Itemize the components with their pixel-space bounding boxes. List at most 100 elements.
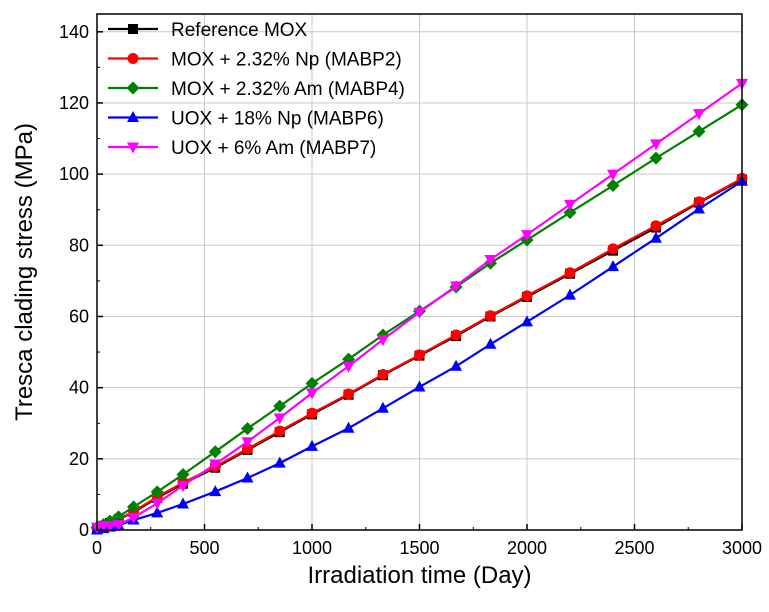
data-point: [151, 498, 164, 510]
y-tick-label: 140: [59, 22, 89, 42]
data-point: [306, 388, 318, 400]
data-point: [343, 388, 355, 400]
data-point: [209, 485, 222, 497]
data-point: [564, 199, 576, 211]
legend-label: MOX + 2.32% Am (MABP4): [171, 79, 405, 100]
data-point: [127, 513, 140, 525]
data-point: [176, 467, 190, 481]
data-point: [607, 169, 619, 181]
data-point: [413, 380, 426, 392]
x-tick-label: 1500: [399, 538, 439, 558]
legend-label: UOX + 18% Np (MABP6): [171, 109, 384, 130]
data-point: [306, 439, 318, 451]
data-point: [563, 206, 577, 220]
series-layer: [90, 78, 749, 535]
x-tick-label: 500: [189, 538, 219, 558]
data-point: [209, 459, 222, 471]
legend-marker: [128, 24, 138, 34]
y-tick-label: 40: [69, 378, 89, 398]
data-point: [177, 481, 189, 493]
legend-marker: [127, 53, 139, 64]
data-point: [607, 260, 619, 272]
axis-ticks: [96, 31, 743, 531]
data-point: [177, 497, 189, 509]
x-tick-label: 2000: [507, 538, 547, 558]
data-point: [521, 315, 533, 327]
y-tick-label: 20: [69, 449, 89, 469]
x-tick-label: 3000: [722, 538, 762, 558]
y-tick-label: 0: [79, 520, 89, 540]
data-point: [342, 421, 355, 433]
data-point: [650, 139, 662, 151]
data-point: [150, 485, 164, 499]
data-point: [650, 220, 662, 232]
data-point: [414, 349, 425, 361]
data-point: [241, 471, 254, 483]
data-point: [241, 437, 254, 449]
data-point: [693, 202, 705, 214]
data-point: [103, 521, 116, 533]
legend-marker: [126, 81, 140, 95]
data-point: [450, 359, 463, 371]
data-point: [241, 422, 254, 436]
legend-marker: [127, 142, 139, 154]
x-tick-label: 1000: [292, 538, 332, 558]
data-point: [649, 151, 663, 165]
x-tick-label: 0: [92, 538, 102, 558]
data-point: [450, 281, 463, 293]
legend-item: UOX + 6% Am (MABP7): [108, 138, 376, 159]
data-point: [693, 196, 705, 208]
data-point: [521, 230, 533, 242]
series-4: [91, 78, 748, 534]
data-point: [484, 310, 496, 322]
data-point: [274, 425, 286, 437]
grid: [97, 14, 742, 530]
data-point: [413, 307, 426, 319]
data-point: [376, 401, 389, 413]
data-point: [273, 413, 286, 425]
data-point: [693, 109, 705, 121]
x-axis-title: Irradiation time (Day): [307, 562, 531, 589]
data-point: [377, 368, 389, 380]
y-tick-label: 100: [59, 164, 89, 184]
data-point: [607, 243, 619, 255]
data-point: [273, 399, 287, 413]
y-tick-label: 120: [59, 93, 89, 113]
data-point: [208, 445, 222, 459]
legend-item: MOX + 2.32% Np (MABP2): [108, 50, 402, 71]
data-point: [127, 500, 141, 514]
data-point: [606, 179, 620, 193]
tick-labels: 0 500 1000 1500 2000 2500 3000 0 20 40 60 80 100 120 1…: [59, 22, 762, 558]
y-tick-label: 60: [69, 306, 89, 326]
legend-marker: [127, 111, 139, 122]
data-point: [692, 124, 706, 138]
legend-item: MOX + 2.32% Am (MABP4): [108, 79, 405, 100]
x-tick-label: 2500: [614, 538, 654, 558]
data-point: [521, 290, 533, 302]
data-point: [242, 443, 253, 455]
data-point: [273, 456, 286, 468]
data-point: [342, 361, 355, 373]
legend-label: MOX + 2.32% Np (MABP2): [171, 50, 402, 71]
legend-item: UOX + 18% Np (MABP6): [108, 109, 384, 130]
data-point: [151, 506, 164, 518]
legend-label: Reference MOX: [171, 20, 308, 41]
data-point: [376, 335, 389, 347]
data-point: [564, 267, 576, 279]
series-line: [96, 103, 743, 529]
y-tick-label: 80: [69, 235, 89, 255]
data-point: [484, 255, 497, 267]
legend-label: UOX + 6% Am (MABP7): [171, 138, 376, 159]
data-point: [112, 510, 125, 524]
legend: Reference MOX MOX + 2.32% Np (MABP2) MOX +…: [108, 20, 405, 159]
data-point: [484, 337, 497, 349]
data-point: [450, 329, 462, 341]
data-point: [112, 520, 125, 532]
series-line: [96, 82, 743, 529]
data-point: [306, 407, 318, 419]
data-point: [564, 288, 576, 300]
series-line: [96, 180, 743, 532]
data-point: [305, 376, 319, 390]
legend-item: Reference MOX: [108, 20, 308, 41]
